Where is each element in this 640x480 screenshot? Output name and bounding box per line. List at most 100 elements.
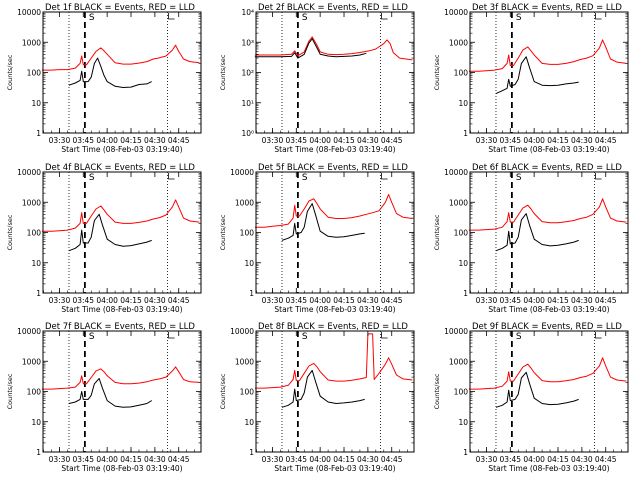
panel-det-6: S 1 10 100 1000 10000 03:30 03:45 04:00 04:15 04:3…: [433, 163, 629, 314]
x-tick-label: 04:45: [168, 296, 190, 305]
x-tick-label: 03:45: [285, 136, 307, 145]
y-tick-label: 100: [27, 229, 42, 238]
x-tick-label: 04:45: [168, 455, 190, 464]
y-tick-label: 10: [458, 418, 468, 427]
y-tick-label: 10: [31, 99, 41, 108]
x-tick-label: 04:00: [96, 296, 118, 305]
plot-frame: [255, 11, 415, 134]
x-tick-label: 04:15: [333, 296, 355, 305]
y-tick-label: 10⁰: [241, 129, 254, 138]
lld-series: [41, 366, 200, 390]
x-tick-label: 04:00: [523, 296, 545, 305]
y-tick-label: 1: [249, 448, 254, 457]
y-axis-label: Counts/sec: [219, 214, 227, 250]
x-tick-label: 04:30: [144, 296, 166, 305]
panel-det-9: S 1 10 100 1000 10000 03:30 03:45 04:00 04:15 04:3…: [433, 322, 629, 473]
x-axis-label: Start Time (08-Feb-03 03:19:40): [61, 305, 182, 314]
x-tick-label: 04:30: [357, 296, 379, 305]
y-tick-label: 1000: [235, 357, 254, 366]
panel-title: Det 5f BLACK = Events, RED = LLD: [258, 163, 408, 173]
x-tick-label: 03:45: [285, 296, 307, 305]
x-tick-label: 04:45: [595, 455, 617, 464]
end-marker: [381, 332, 388, 339]
end-marker: [168, 173, 175, 180]
panel-det-8: S 1 10 100 1000 10000 03:30 03:45 04:00 04:15 04:3…: [219, 322, 415, 473]
y-axis-label: Counts/sec: [433, 54, 441, 90]
events-series: [495, 213, 579, 252]
x-tick-label: 03:30: [262, 296, 284, 305]
panel-title: Det 3f BLACK = Events, RED = LLD: [472, 3, 622, 13]
start-marker: S: [516, 173, 522, 183]
start-marker: S: [302, 173, 308, 183]
y-tick-label: 10: [244, 418, 254, 427]
y-tick-label: 10¹: [241, 99, 254, 108]
panel-det-4: S 1 10 100 1000 10000 03:30 03:45 04:00 04:15 04:3…: [6, 163, 202, 314]
y-tick-label: 10000: [444, 327, 468, 336]
events-series: [68, 213, 152, 252]
x-tick-label: 03:45: [285, 455, 307, 464]
y-tick-label: 1: [463, 129, 468, 138]
events-series: [495, 56, 579, 95]
panel-title: Det 6f BLACK = Events, RED = LLD: [472, 163, 622, 173]
y-tick-label: 10000: [17, 327, 41, 336]
x-tick-label: 03:45: [499, 296, 521, 305]
x-axis-label: Start Time (08-Feb-03 03:19:40): [488, 305, 609, 314]
events-series: [68, 57, 152, 88]
lld-series: [254, 333, 413, 389]
y-tick-label: 10: [31, 418, 41, 427]
y-tick-label: 1: [463, 448, 468, 457]
panel-title: Det 4f BLACK = Events, RED = LLD: [45, 163, 195, 173]
x-tick-label: 04:15: [120, 296, 142, 305]
y-tick-label: 10: [458, 259, 468, 268]
events-series: [281, 369, 365, 408]
x-tick-label: 03:45: [499, 136, 521, 145]
panel-det-5: S 1 10 100 1000 10000 03:30 03:45 04:00 04:15 04:3…: [219, 163, 415, 314]
panel-det-3: S 1 10 100 1000 10000 03:30 03:45 04:00 04:15 04:3…: [433, 3, 629, 154]
panel-det-7: S 1 10 100 1000 10000 03:30 03:45 04:00 04:15 04:3…: [6, 322, 202, 473]
y-tick-label: 10000: [17, 8, 41, 17]
end-marker: [595, 13, 602, 20]
x-axis-label: Start Time (08-Feb-03 03:19:40): [61, 464, 182, 473]
y-axis-label: Counts/sec: [6, 54, 14, 90]
events-series: [68, 378, 152, 408]
plot-frame: [42, 171, 202, 294]
start-marker: S: [89, 173, 95, 183]
lld-series: [254, 36, 413, 61]
end-marker: [595, 173, 602, 180]
plot-frame: [42, 330, 202, 453]
y-tick-label: 100: [454, 388, 469, 397]
y-tick-label: 1000: [449, 38, 468, 47]
x-tick-label: 04:30: [357, 455, 379, 464]
x-tick-label: 04:30: [571, 455, 593, 464]
x-tick-label: 03:30: [476, 296, 498, 305]
x-axis-label: Start Time (08-Feb-03 03:19:40): [274, 305, 395, 314]
x-tick-label: 03:30: [49, 296, 71, 305]
y-axis-label: Counts/sec: [433, 373, 441, 409]
x-tick-label: 03:45: [72, 455, 94, 464]
panel-title: Det 1f BLACK = Events, RED = LLD: [45, 3, 195, 13]
events-series: [254, 38, 367, 59]
lld-series: [254, 194, 413, 228]
y-tick-label: 100: [240, 229, 255, 238]
y-tick-label: 1000: [22, 198, 41, 207]
x-tick-label: 03:45: [499, 455, 521, 464]
x-tick-label: 03:30: [49, 136, 71, 145]
y-tick-label: 1000: [449, 198, 468, 207]
plot-frame: [469, 11, 629, 134]
y-tick-label: 10000: [444, 168, 468, 177]
x-tick-label: 03:45: [72, 296, 94, 305]
x-tick-label: 04:45: [595, 136, 617, 145]
x-tick-label: 03:30: [476, 136, 498, 145]
y-tick-label: 100: [27, 388, 42, 397]
x-tick-label: 03:30: [262, 136, 284, 145]
x-tick-label: 04:00: [309, 455, 331, 464]
start-marker: S: [89, 332, 95, 342]
plot-frame: [42, 11, 202, 134]
x-tick-label: 04:00: [96, 455, 118, 464]
x-tick-label: 04:15: [333, 136, 355, 145]
y-tick-label: 10000: [444, 8, 468, 17]
events-series: [281, 203, 365, 241]
y-tick-label: 10⁴: [241, 8, 254, 17]
y-tick-label: 10²: [241, 69, 254, 78]
